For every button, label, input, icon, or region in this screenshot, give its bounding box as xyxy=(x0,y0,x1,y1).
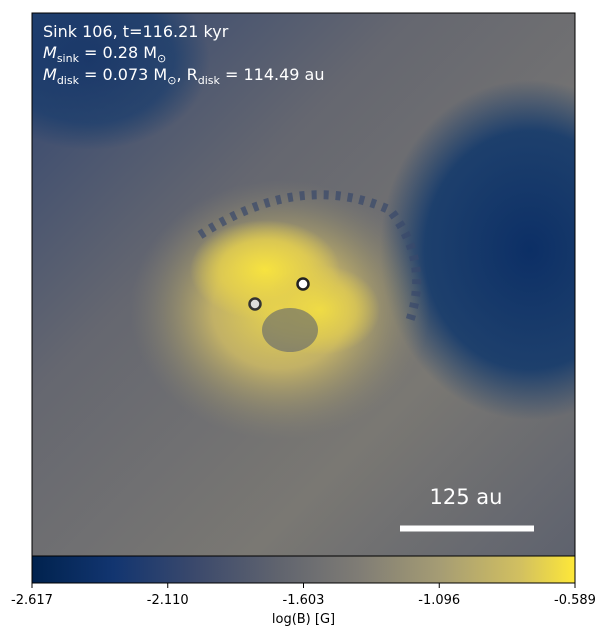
annotation-part: ⊙ xyxy=(157,52,166,65)
scale-bar-label: 125 au xyxy=(430,485,503,509)
annotation-part: = 0.073 M xyxy=(79,65,167,84)
sink-marker xyxy=(296,277,310,291)
annotation-part: disk xyxy=(198,74,221,87)
colorbar-tick-label: -1.096 xyxy=(418,593,460,608)
sink-marker xyxy=(248,297,262,311)
colorbar-label: log(B) [G] xyxy=(272,612,335,627)
annotation-part: = 114.49 au xyxy=(220,65,325,84)
colorbar xyxy=(31,555,576,584)
colorbar-tick-label: -2.617 xyxy=(11,593,53,608)
annotation-part: , R xyxy=(176,65,197,84)
field-image xyxy=(32,13,575,556)
annotation-part: = 0.28 M xyxy=(79,43,157,62)
annotation-part: disk xyxy=(57,74,80,87)
colorbar-tick-label: -2.110 xyxy=(147,593,189,608)
annotation: Sink 106, t=116.21 kyr xyxy=(43,22,229,41)
colorbar-tick-label: -0.589 xyxy=(554,593,596,608)
annotation-part: M xyxy=(43,65,57,84)
annotation-part: M xyxy=(43,43,57,62)
annotation-part: ⊙ xyxy=(167,74,176,87)
annotation: Mdisk = 0.073 M⊙, Rdisk = 114.49 au xyxy=(43,65,324,87)
annotation-part: sink xyxy=(57,52,80,65)
scale-bar xyxy=(400,525,534,532)
annotation: Msink = 0.28 M⊙ xyxy=(43,43,166,65)
colorbar-tick-label: -1.603 xyxy=(283,593,325,608)
